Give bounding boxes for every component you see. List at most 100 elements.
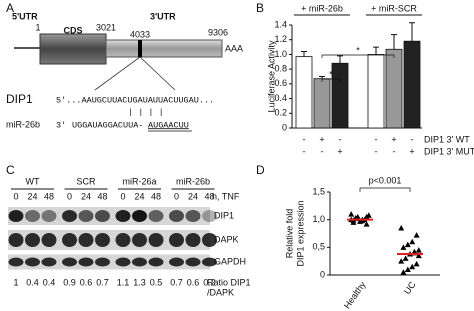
dip1-seq: 5'...AAUGCUUACUGAUAUUACUUGAU... [56,95,214,105]
condition-label: DIP1 3' WT [424,134,470,144]
data-point [415,252,422,259]
condition-sign: - [375,134,378,144]
condition-sign: + [337,146,342,156]
panel-label: B [256,1,264,15]
bar [403,40,421,129]
y-tick-label: 1,0 [312,214,325,224]
group-label: + miR-26b [301,3,343,13]
blot-band [41,210,57,222]
row-label: DAPK [214,234,239,244]
time-label: 0 [174,191,179,201]
data-point [411,248,418,255]
bar [295,56,313,129]
data-point [398,224,405,231]
row-label: DIP1 [214,210,234,220]
data-point [413,232,420,238]
sig-bracket [321,54,395,58]
blot-band [8,233,24,247]
bar [313,78,331,129]
error-bar [301,50,307,57]
x-tick-label: Healthy [342,279,368,310]
condition-label: DIP1 3' MUT [424,146,474,156]
annotation: * [329,69,333,79]
time-label: 0 [13,191,18,201]
data-point [402,255,409,261]
group-label: SCR [76,176,96,186]
panel-label: C [6,163,15,177]
error-bar [409,22,415,42]
time-label: 48 [97,191,107,201]
condition-sign: - [411,134,414,144]
data-point [415,247,422,253]
blot-band [169,257,184,267]
group-label: + miR-SCR [371,3,417,13]
blot-band [95,233,110,247]
bar [367,54,385,129]
data-point [400,269,407,275]
annotation: p<0.001 [369,175,402,185]
condition-sign: - [321,146,324,156]
group-label: WT [26,176,40,186]
data-point [409,263,416,270]
site-mark [138,40,142,57]
time-label: 0 [120,191,125,201]
sig-bracket [321,78,341,82]
data-point [409,238,416,245]
blot-band [132,233,147,247]
blot-band [41,233,57,247]
blot-band [148,210,164,222]
sig-bracket [359,187,411,192]
time-label: 24 [81,191,91,201]
time-label: 48 [204,191,214,201]
ratio-value: 0.6 [187,277,200,287]
mir-end: 3' [56,120,66,130]
y-tick-label: 0.4 [274,93,287,103]
blot-band [115,210,131,222]
pairing: | | | | [128,107,164,117]
y-tick-label: 0,5 [312,242,325,252]
time-label: 48 [151,191,161,201]
blot-band [148,257,164,267]
ratio-value: 0.5 [150,277,163,287]
condition-sign: - [339,134,342,144]
blot-band [8,210,24,222]
data-point [354,213,361,220]
blot-band [115,257,131,267]
ratio-value: 1 [13,277,18,287]
time-label: 0 [67,191,72,201]
position: 9306 [208,27,228,37]
position: 3021 [96,22,116,32]
y-tick-label: 0.6 [274,78,287,88]
panel-d: 0 0,5 1,0 1,5 Relative fold DIP1 expression He… [284,175,440,311]
blot-band [185,210,201,222]
ratio-value: 0.4 [26,277,39,287]
blot-band [202,257,217,267]
ratio-label: Ratio DIP1 [207,277,251,287]
data-point [404,241,411,248]
condition-sign: + [409,146,414,156]
blot-band [185,233,201,247]
ratio-value: 0.4 [43,277,56,287]
utr5-label: 5'UTR [12,11,38,21]
error-bar [337,55,343,64]
annotation: * [356,45,360,55]
x-tick-label: UC [402,279,418,296]
time-unit: h, TNF [212,191,240,201]
y-tick-label: 1.4 [274,19,287,29]
data-point [400,244,407,250]
y-tick-label: 1.0 [274,49,287,59]
time-label: 24 [188,191,198,201]
ratio-value: 0.7 [96,277,109,287]
blot-band [202,233,217,247]
position: 1 [35,22,40,32]
time-label: 48 [44,191,54,201]
y-tick-label: 0 [282,122,287,132]
ratio-value: 0.7 [170,277,183,287]
condition-sign: + [391,134,396,144]
data-point [348,211,355,217]
ratio-value: 0.6 [80,277,93,287]
blot-band [185,257,201,267]
time-label: 24 [134,191,144,201]
polya: AAA [225,43,243,53]
